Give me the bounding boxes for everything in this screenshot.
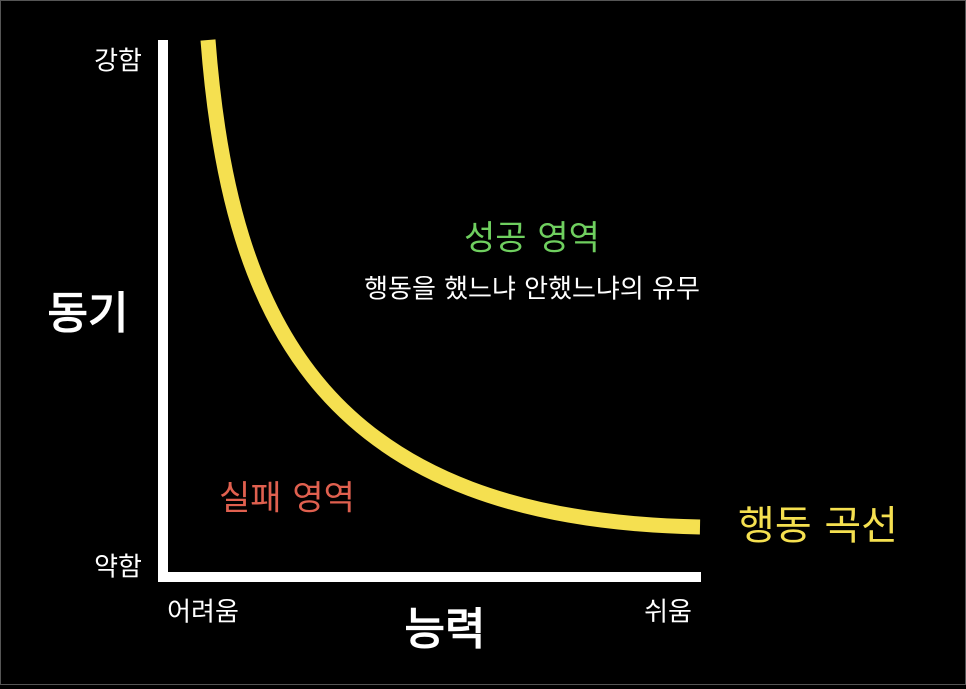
y-axis-title: 동기 (48, 288, 129, 339)
y-high-label: 강함 (94, 47, 142, 77)
curve-label: 행동 곡선 (738, 503, 898, 549)
behavior-curve (200, 39, 701, 535)
x-axis-title: 능력 (405, 604, 486, 655)
failure-region-title: 실패 영역 (219, 479, 355, 519)
y-low-label: 약함 (94, 553, 142, 583)
x-high-label: 쉬움 (644, 598, 692, 628)
x-low-label: 어려움 (167, 598, 239, 628)
success-region-description: 행동을 했느냐 안했느냐의 유무 (364, 275, 700, 305)
success-region-title: 성공 영역 (464, 219, 600, 259)
